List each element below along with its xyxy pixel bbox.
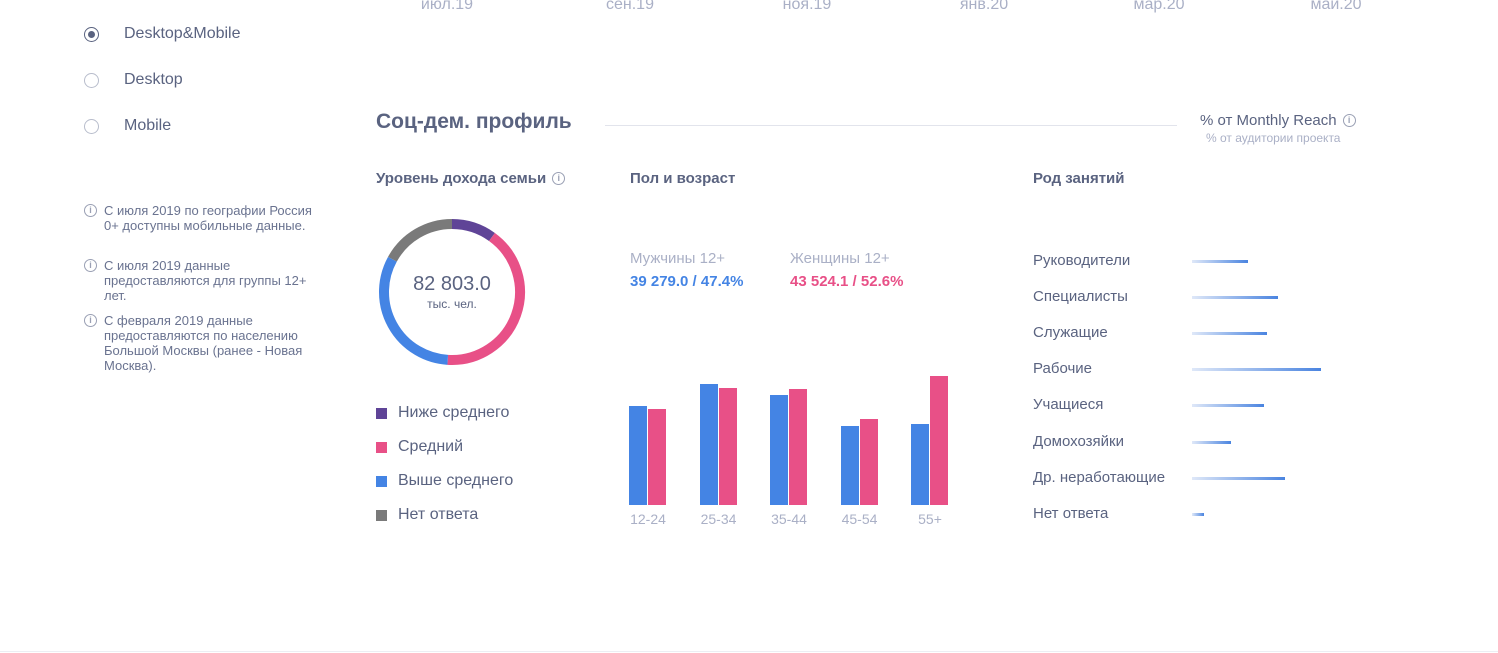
occupation-bar[interactable]	[1192, 476, 1285, 480]
platform-radio-mobile[interactable]: Mobile	[84, 117, 171, 135]
section-divider	[605, 125, 1177, 126]
legend-label: Выше среднего	[398, 472, 514, 489]
platform-radio-desktop[interactable]: Desktop	[84, 71, 183, 89]
women-bar-55+[interactable]	[930, 376, 948, 505]
radio-circle[interactable]	[84, 72, 99, 88]
note-text: С февраля 2019 данные предоставляются по…	[104, 313, 303, 373]
occupation-bar[interactable]	[1192, 296, 1278, 300]
occupation-title: Род занятий	[1033, 170, 1125, 187]
note-item: i С июля 2019 данные предоставляются для …	[84, 258, 324, 303]
month-tick-label: май.20	[1310, 0, 1362, 13]
donut-center: 82 803.0 тыс. чел.	[374, 273, 530, 311]
info-icon[interactable]: i	[552, 172, 566, 185]
radio-label: Desktop	[124, 71, 183, 88]
occupation-bar[interactable]	[1192, 404, 1264, 408]
bottom-divider	[0, 651, 1498, 652]
legend-item: Выше среднего	[376, 472, 513, 490]
women-bar-35-44[interactable]	[789, 389, 807, 505]
occupation-label: Нет ответа	[1033, 504, 1109, 522]
occupation-label: Рабочие	[1033, 360, 1092, 378]
month-tick-label: июл.19	[420, 0, 474, 13]
occupation-label: Специалисты	[1033, 288, 1128, 306]
legend-item: Средний	[376, 438, 463, 456]
month-tick-label: ноя.19	[782, 0, 832, 13]
legend-item: Нет ответа	[376, 506, 478, 524]
age-tick-label: 55+	[918, 511, 942, 527]
gender-age-title: Пол и возраст	[630, 170, 736, 187]
men-bar-25-34[interactable]	[699, 384, 718, 505]
occupation-bar[interactable]	[1192, 440, 1231, 444]
note-text: С июля 2019 данные предоставляются для г…	[104, 258, 307, 303]
legend-swatch	[376, 441, 387, 453]
legend-swatch	[376, 407, 387, 419]
metric-selector[interactable]: % от Monthly Reach i	[1200, 112, 1356, 129]
occupation-label: Руководители	[1033, 252, 1131, 269]
legend-item: Ниже среднего	[376, 404, 509, 422]
men-label: Мужчины 12+	[630, 250, 726, 267]
occupation-label: Учащиеся	[1033, 396, 1104, 414]
donut-slice-0[interactable]	[451, 219, 495, 242]
radio-circle[interactable]	[84, 26, 99, 42]
men-value: 39 279.0 / 47.4%	[630, 273, 744, 290]
metric-label: % от Monthly Reach	[1200, 112, 1337, 129]
occupation-bar[interactable]	[1192, 332, 1267, 336]
occupation-bar[interactable]	[1192, 368, 1321, 372]
occupation-label: Домохозяйки	[1033, 432, 1124, 450]
donut-slice-1[interactable]	[447, 232, 525, 365]
women-bar-12-24[interactable]	[648, 409, 666, 505]
month-tick-label: мар.20	[1133, 0, 1185, 13]
note-item: i С июля 2019 по географии Россия 0+ дост…	[84, 203, 324, 233]
income-header: Уровень дохода семьи i	[376, 170, 566, 187]
income-donut	[379, 219, 525, 365]
income-title: Уровень дохода семьи	[376, 170, 547, 187]
age-tick-label: 12-24	[630, 511, 666, 527]
info-icon: i	[84, 204, 97, 217]
note-text: С июля 2019 по географии Россия 0+ досту…	[104, 203, 312, 233]
legend-label: Средний	[398, 438, 464, 455]
men-bar-12-24[interactable]	[629, 406, 647, 505]
women-bar-25-34[interactable]	[718, 388, 737, 505]
info-icon: i	[84, 259, 97, 272]
women-bar-45-54[interactable]	[859, 419, 878, 505]
occupation-bar[interactable]	[1192, 512, 1204, 516]
women-label: Женщины 12+	[790, 250, 890, 267]
info-icon: i	[84, 314, 97, 327]
age-tick-label: 25-34	[700, 511, 737, 527]
age-tick-label: 45-54	[841, 511, 878, 527]
radio-label: Desktop&Mobile	[124, 25, 241, 42]
info-icon[interactable]: i	[1342, 114, 1356, 127]
men-bar-55+[interactable]	[911, 424, 929, 505]
month-tick-label: сен.19	[606, 0, 654, 13]
total-unit: тыс. чел.	[427, 297, 477, 311]
metric-sublabel: % от аудитории проекта	[1206, 131, 1341, 145]
note-item: i С февраля 2019 данные предоставляются п…	[84, 313, 324, 373]
donut-slice-3[interactable]	[388, 219, 453, 262]
radio-circle[interactable]	[84, 118, 99, 134]
men-bar-45-54[interactable]	[840, 426, 859, 505]
age-tick-label: 35-44	[771, 511, 807, 527]
women-value: 43 524.1 / 52.6%	[790, 273, 904, 290]
legend-swatch	[376, 475, 387, 487]
men-bar-35-44[interactable]	[770, 395, 788, 505]
legend-label: Ниже среднего	[398, 404, 510, 421]
radio-label: Mobile	[124, 117, 172, 134]
donut-slice-2[interactable]	[379, 256, 449, 365]
occupation-label: Служащие	[1033, 324, 1108, 342]
occupation-bar[interactable]	[1192, 260, 1248, 263]
legend-label: Нет ответа	[398, 506, 479, 523]
legend-swatch	[376, 509, 387, 521]
occupation-label: Др. неработающие	[1033, 468, 1166, 486]
platform-radio-desktopmobile[interactable]: Desktop&Mobile	[84, 25, 241, 43]
section-title: Соц-дем. профиль	[376, 110, 572, 133]
total-value: 82 803.0	[413, 273, 491, 295]
month-tick-label: янв.20	[959, 0, 1009, 13]
